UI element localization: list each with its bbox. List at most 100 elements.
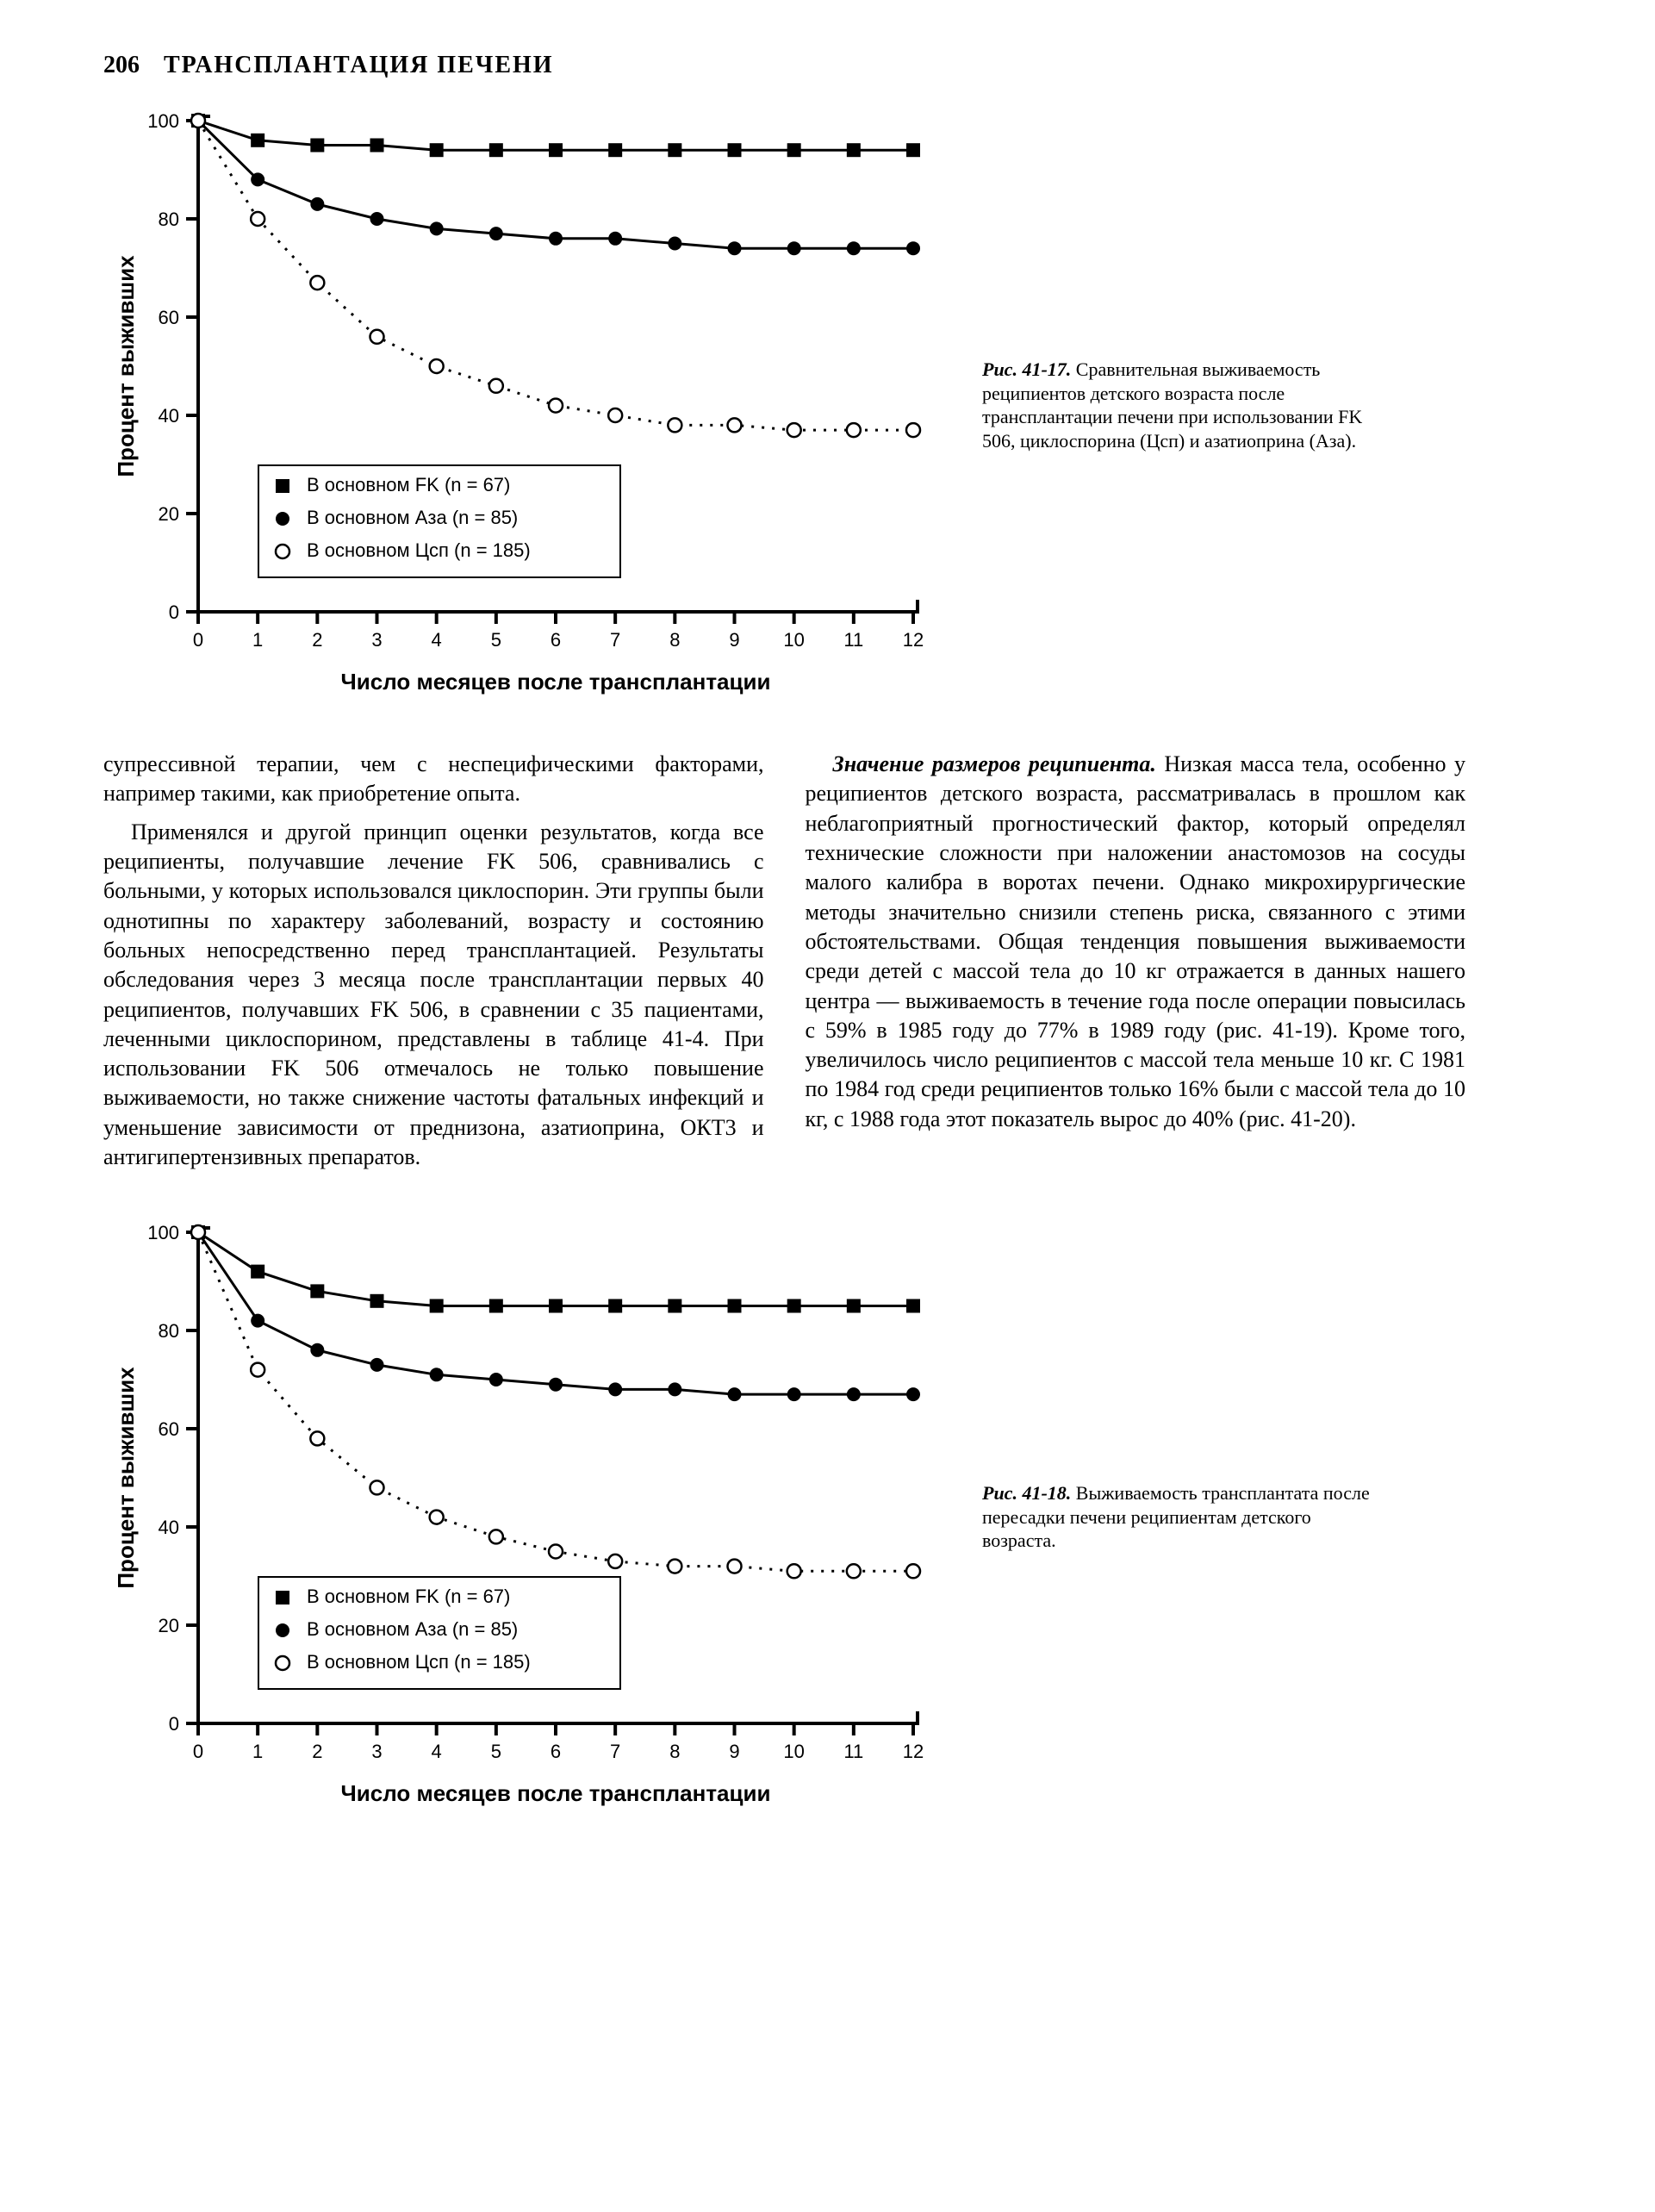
y-tick-label: 60 xyxy=(159,1418,179,1440)
marker-aza xyxy=(668,1383,681,1397)
marker-fk xyxy=(251,1265,264,1279)
x-tick-label: 2 xyxy=(312,1741,322,1762)
legend-label-csp: В основном Цсп (n = 185) xyxy=(307,1651,531,1673)
page-number: 206 xyxy=(103,52,140,79)
y-tick-label: 60 xyxy=(159,307,179,328)
marker-aza xyxy=(489,1373,503,1386)
x-tick-label: 1 xyxy=(252,629,263,651)
marker-fk xyxy=(906,1299,920,1313)
y-tick-label: 0 xyxy=(169,601,179,623)
x-tick-label: 5 xyxy=(491,1741,501,1762)
marker-csp xyxy=(251,212,264,226)
y-tick-label: 100 xyxy=(147,1222,179,1243)
marker-fk xyxy=(370,139,384,153)
page-header: 206 ТРАНСПЛАНТАЦИЯ ПЕЧЕНИ xyxy=(103,52,1465,79)
marker-aza xyxy=(370,212,384,226)
x-tick-label: 9 xyxy=(729,1741,739,1762)
marker-aza xyxy=(847,1387,861,1401)
y-tick-label: 80 xyxy=(159,1320,179,1342)
x-tick-label: 12 xyxy=(903,629,924,651)
marker-aza xyxy=(668,237,681,251)
marker-csp xyxy=(668,1560,681,1573)
legend-label-fk: В основном FK (n = 67) xyxy=(307,1586,510,1607)
marker-csp-legend xyxy=(276,1656,289,1670)
y-axis-title: Процент выживших xyxy=(113,1367,139,1589)
marker-aza xyxy=(787,241,801,255)
y-tick-label: 20 xyxy=(159,503,179,525)
marker-csp xyxy=(430,359,444,373)
y-tick-label: 40 xyxy=(159,405,179,427)
series-line-aza xyxy=(198,121,913,248)
y-tick-label: 100 xyxy=(147,110,179,132)
marker-csp-legend xyxy=(276,545,289,558)
figure-41-17: 0204060801000123456789101112Процент выжи… xyxy=(103,103,1465,707)
marker-fk xyxy=(668,1299,681,1313)
caption-41-18-lead: Рис. 41-18. xyxy=(982,1482,1071,1504)
chart-41-17: 0204060801000123456789101112Процент выжи… xyxy=(103,103,930,707)
marker-aza xyxy=(370,1358,384,1372)
marker-fk xyxy=(489,1299,503,1313)
marker-fk xyxy=(251,134,264,147)
x-tick-label: 10 xyxy=(783,629,804,651)
marker-aza-legend xyxy=(276,512,289,526)
y-axis-title: Процент выживших xyxy=(113,255,139,477)
marker-aza xyxy=(608,1383,622,1397)
marker-csp xyxy=(549,399,563,413)
x-tick-label: 11 xyxy=(843,1741,863,1762)
legend-label-aza: В основном Аза (n = 85) xyxy=(307,1618,518,1640)
marker-csp xyxy=(906,1565,920,1579)
right-p1: Значение размеров реципиента. Низкая мас… xyxy=(806,750,1466,1134)
right-lead: Значение размеров реципиента. xyxy=(833,751,1156,776)
marker-fk xyxy=(728,1299,742,1313)
x-tick-label: 3 xyxy=(371,629,382,651)
marker-fk xyxy=(847,143,861,157)
marker-aza xyxy=(251,172,264,186)
marker-csp xyxy=(549,1545,563,1559)
marker-csp xyxy=(787,1565,801,1579)
left-p1: супрессивной терапии, чем с неспецифичес… xyxy=(103,750,764,809)
marker-aza xyxy=(906,241,920,255)
marker-csp xyxy=(370,1481,384,1495)
marker-fk xyxy=(430,143,444,157)
body-columns: супрессивной терапии, чем с неспецифичес… xyxy=(103,750,1465,1181)
x-axis-title: Число месяцев после трансплантации xyxy=(341,669,771,695)
marker-fk xyxy=(489,143,503,157)
marker-fk xyxy=(370,1294,384,1308)
x-tick-label: 3 xyxy=(371,1741,382,1762)
x-tick-label: 5 xyxy=(491,629,501,651)
marker-aza xyxy=(847,241,861,255)
x-tick-label: 2 xyxy=(312,629,322,651)
marker-aza-legend xyxy=(276,1623,289,1637)
series-line-aza xyxy=(198,1232,913,1394)
marker-fk-legend xyxy=(276,1591,289,1604)
legend-label-aza: В основном Аза (n = 85) xyxy=(307,507,518,528)
marker-fk xyxy=(787,143,801,157)
y-tick-label: 80 xyxy=(159,209,179,230)
page-title: ТРАНСПЛАНТАЦИЯ ПЕЧЕНИ xyxy=(164,52,554,79)
marker-csp xyxy=(310,276,324,290)
figure-41-18: 0204060801000123456789101112Процент выжи… xyxy=(103,1215,1465,1818)
marker-aza xyxy=(549,232,563,246)
series-line-csp xyxy=(198,1232,913,1571)
legend-label-fk: В основном FK (n = 67) xyxy=(307,474,510,495)
marker-fk xyxy=(847,1299,861,1313)
legend-label-csp: В основном Цсп (n = 185) xyxy=(307,539,531,561)
marker-aza xyxy=(549,1378,563,1392)
marker-aza xyxy=(787,1387,801,1401)
caption-41-17-lead: Рис. 41-17. xyxy=(982,358,1071,380)
marker-csp xyxy=(608,1555,622,1568)
marker-csp xyxy=(430,1511,444,1524)
x-tick-label: 10 xyxy=(783,1741,804,1762)
marker-csp xyxy=(906,423,920,437)
x-tick-label: 11 xyxy=(843,629,863,651)
marker-csp xyxy=(728,418,742,432)
x-tick-label: 12 xyxy=(903,1741,924,1762)
left-column: супрессивной терапии, чем с неспецифичес… xyxy=(103,750,764,1181)
marker-csp xyxy=(668,418,681,432)
marker-aza xyxy=(728,241,742,255)
marker-aza xyxy=(430,221,444,235)
marker-csp xyxy=(489,1530,503,1544)
x-tick-label: 0 xyxy=(193,629,203,651)
marker-aza xyxy=(728,1387,742,1401)
right-column: Значение размеров реципиента. Низкая мас… xyxy=(806,750,1466,1181)
